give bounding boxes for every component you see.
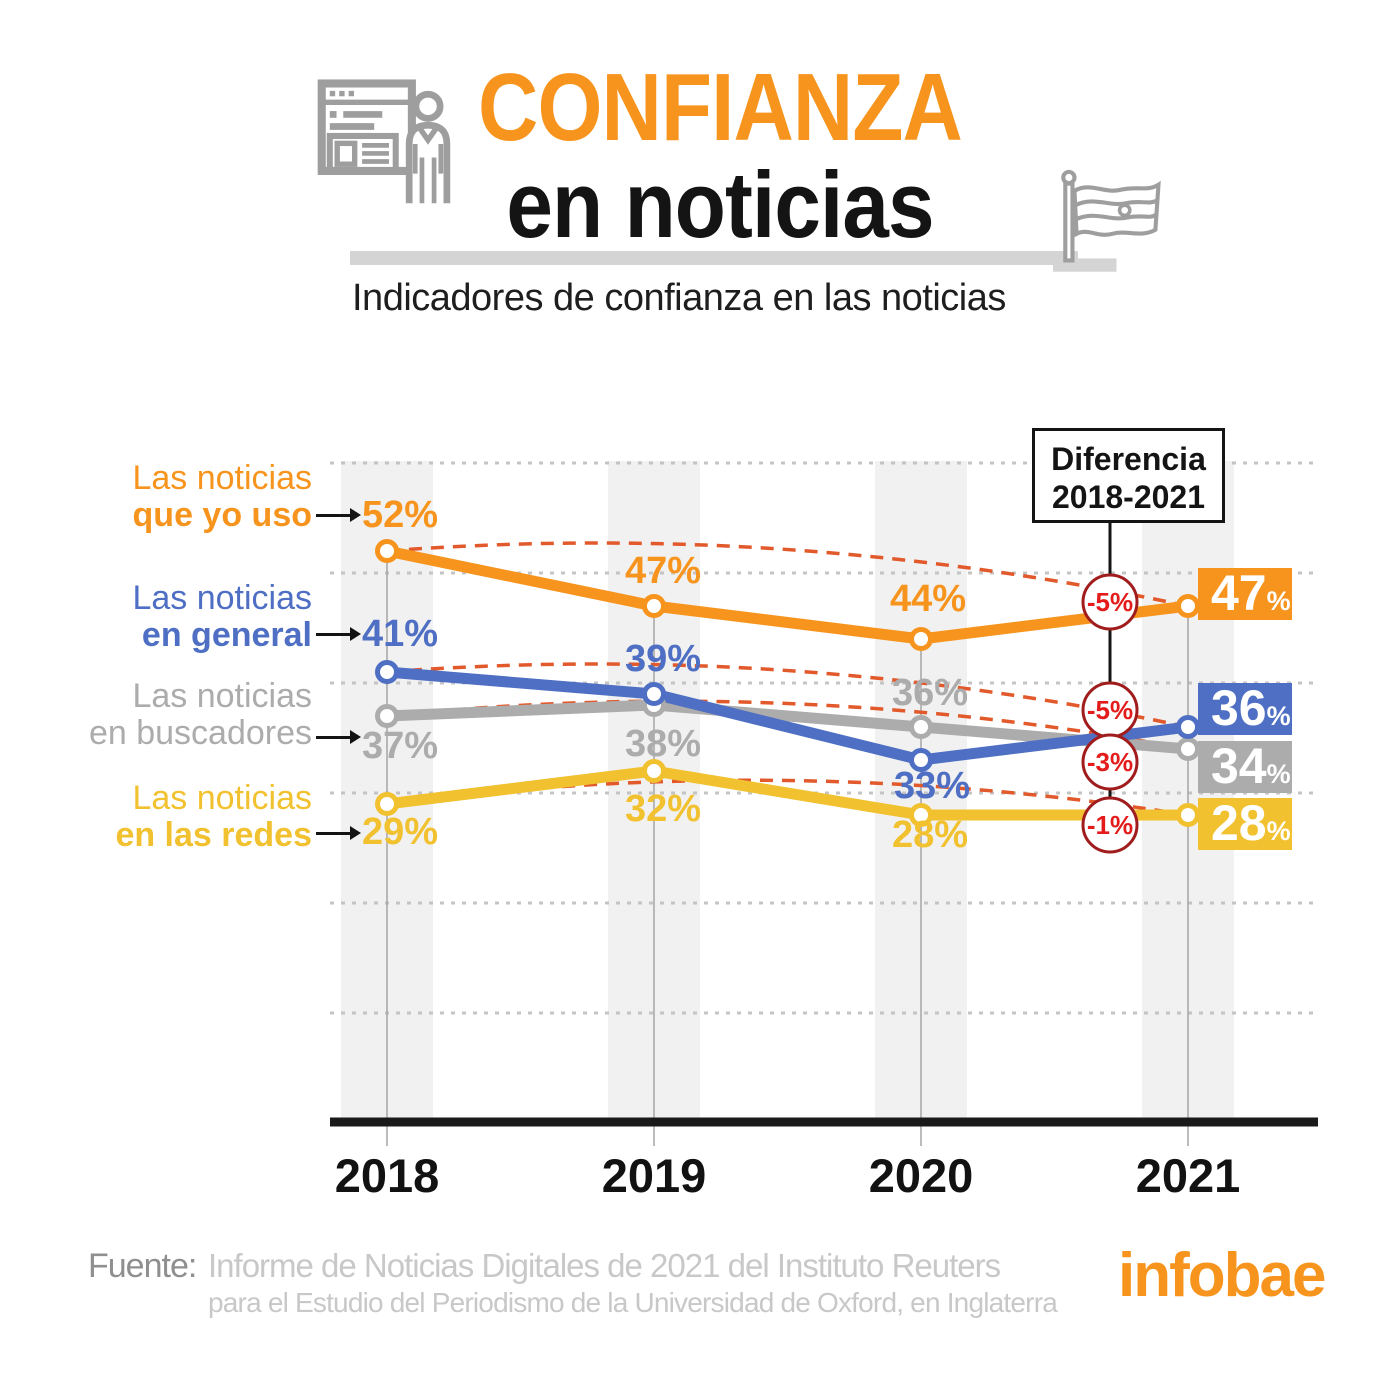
difference-label-line2: 2018-2021 bbox=[1051, 479, 1206, 515]
value-label-s0-2018: 52% bbox=[362, 494, 438, 536]
data-point-s3-2020 bbox=[909, 803, 933, 827]
data-point-s2-2020 bbox=[909, 715, 933, 739]
series-label-line2: en general bbox=[141, 616, 312, 654]
source-label: Fuente: bbox=[88, 1247, 197, 1285]
difference-value-s2: -3% bbox=[1087, 747, 1133, 777]
series-line-3 bbox=[381, 765, 1194, 821]
x-tick-label-2020: 2020 bbox=[869, 1149, 974, 1202]
data-point-s3-2019 bbox=[642, 759, 666, 783]
value-label-s0-2020: 44% bbox=[890, 578, 966, 620]
flag-pole bbox=[1063, 181, 1075, 263]
series-label-line1: Las noticias bbox=[132, 779, 312, 817]
series-label-line1: Las noticias bbox=[132, 677, 312, 715]
newspaper-presenter-icon bbox=[315, 66, 463, 214]
badge-2021-value-s2: 34% bbox=[1211, 738, 1291, 794]
series-label-line2: en buscadores bbox=[88, 714, 312, 752]
data-point-s1-2021 bbox=[1176, 715, 1200, 739]
trend-dashed-series-1 bbox=[386, 662, 1189, 729]
value-label-s2-2018: 37% bbox=[362, 725, 438, 767]
flag-banner bbox=[1072, 180, 1161, 238]
series-label-en-las-redes: Las noticias en las redes bbox=[115, 780, 312, 854]
source-line2: para el Estudio del Periodismo de la Uni… bbox=[208, 1287, 1058, 1318]
value-label-s1-2019: 39% bbox=[625, 638, 701, 680]
series-label-que-yo-uso: Las noticias que yo uso bbox=[132, 460, 312, 534]
data-point-s2-2021 bbox=[1176, 737, 1200, 761]
difference-value-s3: -1% bbox=[1087, 810, 1133, 840]
difference-value-s0: -5% bbox=[1087, 587, 1133, 617]
data-point-s1-2018 bbox=[375, 660, 399, 684]
x-tick-label-2019: 2019 bbox=[602, 1149, 707, 1202]
series-label-en-general: Las noticias en general bbox=[132, 580, 312, 654]
label-arrow-icon bbox=[316, 507, 361, 522]
x-tick-label-2018: 2018 bbox=[335, 1149, 440, 1202]
badge-2021-s0 bbox=[1198, 568, 1292, 620]
flag-base bbox=[1053, 258, 1117, 272]
series-line-0 bbox=[381, 545, 1194, 645]
label-arrow-icon bbox=[316, 626, 361, 641]
difference-circle-s2 bbox=[1081, 733, 1139, 791]
data-point-s2-2018 bbox=[375, 704, 399, 728]
source-line1: Informe de Noticias Digitales de 2021 de… bbox=[208, 1247, 1001, 1284]
value-label-s2-2019: 38% bbox=[625, 723, 701, 765]
badge-2021-value-s3: 28% bbox=[1211, 795, 1291, 851]
title-rest: en noticias bbox=[506, 152, 934, 257]
badge-2021-s3 bbox=[1198, 798, 1292, 850]
value-label-s1-2020: 33% bbox=[894, 765, 970, 807]
flag-icon bbox=[1053, 166, 1181, 274]
value-label-s0-2019: 47% bbox=[625, 550, 701, 592]
difference-circle-s0 bbox=[1081, 573, 1139, 631]
difference-label-box: Diferencia 2018-2021 bbox=[1032, 428, 1225, 523]
label-arrow-icon bbox=[316, 825, 361, 840]
title-underline-bar bbox=[350, 251, 1078, 265]
series-label-line2: que yo uso bbox=[132, 496, 312, 534]
person-head bbox=[412, 90, 444, 122]
value-label-s3-2018: 29% bbox=[362, 811, 438, 853]
data-point-s1-2020 bbox=[909, 748, 933, 772]
value-label-s2-2020: 36% bbox=[892, 672, 968, 714]
label-arrow-icon bbox=[316, 729, 361, 744]
value-label-s1-2018: 41% bbox=[362, 613, 438, 655]
value-label-s3-2020: 28% bbox=[892, 814, 968, 856]
badge-2021-s1 bbox=[1198, 683, 1292, 735]
data-point-s3-2021 bbox=[1176, 803, 1200, 827]
data-point-s0-2018 bbox=[375, 539, 399, 563]
subtitle: Indicadores de confianza en las noticias bbox=[352, 277, 1006, 319]
title-accent: CONFIANZA bbox=[478, 54, 963, 161]
difference-value-s1: -5% bbox=[1087, 695, 1133, 725]
data-point-s0-2021 bbox=[1176, 594, 1200, 618]
series-label-en-buscadores: Las noticias en buscadores bbox=[89, 678, 312, 752]
series-line-1 bbox=[381, 666, 1194, 766]
series-label-line2: en las redes bbox=[115, 816, 312, 854]
person-body bbox=[405, 121, 451, 204]
badge-2021-s2 bbox=[1198, 741, 1292, 793]
x-tick-label-2021: 2021 bbox=[1136, 1149, 1241, 1202]
value-label-s3-2019: 32% bbox=[625, 788, 701, 830]
series-label-line1: Las noticias bbox=[132, 459, 312, 497]
data-point-s1-2019 bbox=[642, 682, 666, 706]
difference-label-line1: Diferencia bbox=[1051, 441, 1206, 477]
data-point-s0-2019 bbox=[642, 594, 666, 618]
infobae-logo: infobae bbox=[1118, 1241, 1326, 1310]
series-label-line1: Las noticias bbox=[132, 579, 312, 617]
data-point-s3-2018 bbox=[375, 792, 399, 816]
trend-dashed-series-0 bbox=[386, 541, 1189, 608]
difference-circle-s3 bbox=[1081, 796, 1139, 854]
badge-2021-value-s0: 47% bbox=[1211, 565, 1291, 621]
data-point-s0-2020 bbox=[909, 627, 933, 651]
badge-2021-value-s1: 36% bbox=[1211, 680, 1291, 736]
